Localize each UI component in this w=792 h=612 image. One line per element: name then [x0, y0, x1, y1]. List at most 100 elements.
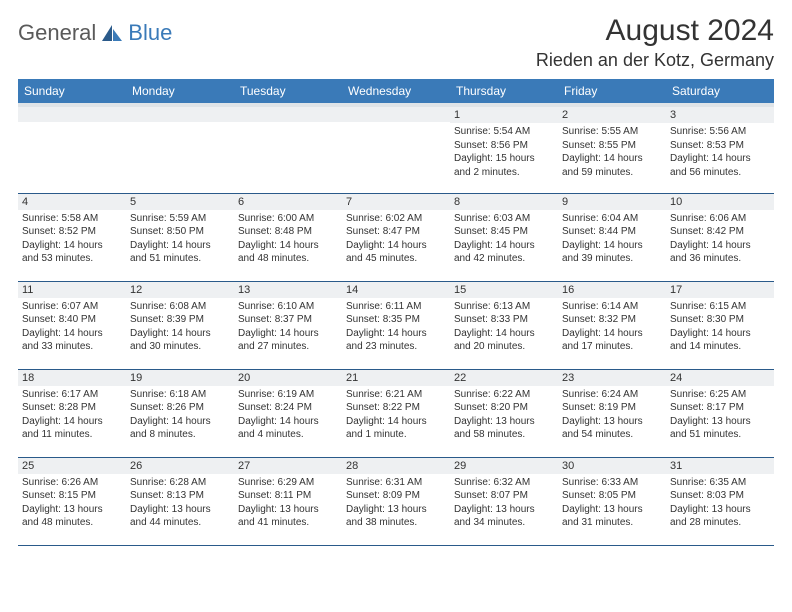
daylight-text-line1: Daylight: 14 hours	[342, 415, 450, 429]
daylight-text-line1: Daylight: 13 hours	[342, 503, 450, 517]
daylight-text-line2: and 33 minutes.	[18, 340, 126, 354]
calendar-day-cell: 25Sunrise: 6:26 AMSunset: 8:15 PMDayligh…	[18, 457, 126, 545]
sunrise-text: Sunrise: 6:29 AM	[234, 476, 342, 490]
daylight-text-line1: Daylight: 14 hours	[126, 327, 234, 341]
sunrise-text: Sunrise: 5:55 AM	[558, 125, 666, 139]
day-number: 13	[234, 282, 342, 298]
daylight-text-line2: and 48 minutes.	[234, 252, 342, 266]
daylight-text-line1: Daylight: 15 hours	[450, 152, 558, 166]
daylight-text-line2: and 44 minutes.	[126, 516, 234, 530]
sunrise-text: Sunrise: 6:32 AM	[450, 476, 558, 490]
calendar-day-cell: 9Sunrise: 6:04 AMSunset: 8:44 PMDaylight…	[558, 193, 666, 281]
sunset-text: Sunset: 8:39 PM	[126, 313, 234, 327]
sunset-text: Sunset: 8:56 PM	[450, 139, 558, 153]
day-number: 22	[450, 370, 558, 386]
daylight-text-line1: Daylight: 14 hours	[18, 415, 126, 429]
day-info: Sunrise: 6:29 AMSunset: 8:11 PMDaylight:…	[234, 474, 342, 530]
calendar-day-cell: 19Sunrise: 6:18 AMSunset: 8:26 PMDayligh…	[126, 369, 234, 457]
sunset-text: Sunset: 8:13 PM	[126, 489, 234, 503]
calendar-day-cell: 28Sunrise: 6:31 AMSunset: 8:09 PMDayligh…	[342, 457, 450, 545]
calendar-day-cell: 31Sunrise: 6:35 AMSunset: 8:03 PMDayligh…	[666, 457, 774, 545]
daylight-text-line2: and 17 minutes.	[558, 340, 666, 354]
sunset-text: Sunset: 8:52 PM	[18, 225, 126, 239]
daylight-text-line2: and 45 minutes.	[342, 252, 450, 266]
logo: General Blue	[18, 20, 172, 46]
weekday-header-row: Sunday Monday Tuesday Wednesday Thursday…	[18, 79, 774, 105]
daylight-text-line2: and 20 minutes.	[450, 340, 558, 354]
sunrise-text: Sunrise: 6:35 AM	[666, 476, 774, 490]
day-info: Sunrise: 6:11 AMSunset: 8:35 PMDaylight:…	[342, 298, 450, 354]
calendar-day-cell: 6Sunrise: 6:00 AMSunset: 8:48 PMDaylight…	[234, 193, 342, 281]
day-number: 30	[558, 458, 666, 474]
empty-day	[18, 107, 126, 122]
logo-sail-icon	[100, 23, 124, 43]
day-number: 7	[342, 194, 450, 210]
daylight-text-line2: and 28 minutes.	[666, 516, 774, 530]
calendar-day-cell: 14Sunrise: 6:11 AMSunset: 8:35 PMDayligh…	[342, 281, 450, 369]
sunset-text: Sunset: 8:15 PM	[18, 489, 126, 503]
day-number: 10	[666, 194, 774, 210]
daylight-text-line2: and 11 minutes.	[18, 428, 126, 442]
title-block: August 2024 Rieden an der Kotz, Germany	[536, 14, 774, 71]
sunrise-text: Sunrise: 6:31 AM	[342, 476, 450, 490]
calendar-day-cell: 3Sunrise: 5:56 AMSunset: 8:53 PMDaylight…	[666, 105, 774, 193]
sunset-text: Sunset: 8:11 PM	[234, 489, 342, 503]
sunset-text: Sunset: 8:55 PM	[558, 139, 666, 153]
daylight-text-line1: Daylight: 14 hours	[234, 415, 342, 429]
sunset-text: Sunset: 8:17 PM	[666, 401, 774, 415]
daylight-text-line1: Daylight: 14 hours	[450, 239, 558, 253]
daylight-text-line2: and 56 minutes.	[666, 166, 774, 180]
calendar-day-cell: 17Sunrise: 6:15 AMSunset: 8:30 PMDayligh…	[666, 281, 774, 369]
day-info: Sunrise: 6:26 AMSunset: 8:15 PMDaylight:…	[18, 474, 126, 530]
day-info: Sunrise: 6:17 AMSunset: 8:28 PMDaylight:…	[18, 386, 126, 442]
daylight-text-line2: and 42 minutes.	[450, 252, 558, 266]
day-number: 9	[558, 194, 666, 210]
daylight-text-line2: and 38 minutes.	[342, 516, 450, 530]
logo-text-general: General	[18, 20, 96, 46]
day-info: Sunrise: 5:55 AMSunset: 8:55 PMDaylight:…	[558, 123, 666, 179]
day-number: 27	[234, 458, 342, 474]
calendar-day-cell: 2Sunrise: 5:55 AMSunset: 8:55 PMDaylight…	[558, 105, 666, 193]
day-info: Sunrise: 6:10 AMSunset: 8:37 PMDaylight:…	[234, 298, 342, 354]
day-info: Sunrise: 6:14 AMSunset: 8:32 PMDaylight:…	[558, 298, 666, 354]
day-number: 12	[126, 282, 234, 298]
calendar-week-row: 1Sunrise: 5:54 AMSunset: 8:56 PMDaylight…	[18, 105, 774, 193]
sunrise-text: Sunrise: 6:17 AM	[18, 388, 126, 402]
sunset-text: Sunset: 8:37 PM	[234, 313, 342, 327]
sunset-text: Sunset: 8:33 PM	[450, 313, 558, 327]
daylight-text-line2: and 41 minutes.	[234, 516, 342, 530]
day-info: Sunrise: 5:59 AMSunset: 8:50 PMDaylight:…	[126, 210, 234, 266]
daylight-text-line2: and 31 minutes.	[558, 516, 666, 530]
empty-day	[234, 107, 342, 122]
day-info: Sunrise: 6:33 AMSunset: 8:05 PMDaylight:…	[558, 474, 666, 530]
calendar-day-cell: 21Sunrise: 6:21 AMSunset: 8:22 PMDayligh…	[342, 369, 450, 457]
sunset-text: Sunset: 8:19 PM	[558, 401, 666, 415]
day-info: Sunrise: 6:15 AMSunset: 8:30 PMDaylight:…	[666, 298, 774, 354]
sunrise-text: Sunrise: 5:59 AM	[126, 212, 234, 226]
sunset-text: Sunset: 8:09 PM	[342, 489, 450, 503]
day-number: 16	[558, 282, 666, 298]
day-info: Sunrise: 6:32 AMSunset: 8:07 PMDaylight:…	[450, 474, 558, 530]
daylight-text-line1: Daylight: 14 hours	[666, 239, 774, 253]
sunrise-text: Sunrise: 6:15 AM	[666, 300, 774, 314]
weekday-header: Friday	[558, 79, 666, 105]
sunset-text: Sunset: 8:28 PM	[18, 401, 126, 415]
calendar-day-cell: 24Sunrise: 6:25 AMSunset: 8:17 PMDayligh…	[666, 369, 774, 457]
daylight-text-line1: Daylight: 13 hours	[450, 503, 558, 517]
daylight-text-line1: Daylight: 14 hours	[558, 152, 666, 166]
calendar-day-cell: 10Sunrise: 6:06 AMSunset: 8:42 PMDayligh…	[666, 193, 774, 281]
calendar-day-cell: 29Sunrise: 6:32 AMSunset: 8:07 PMDayligh…	[450, 457, 558, 545]
daylight-text-line2: and 58 minutes.	[450, 428, 558, 442]
daylight-text-line2: and 54 minutes.	[558, 428, 666, 442]
day-number: 21	[342, 370, 450, 386]
day-number: 2	[558, 107, 666, 123]
day-number: 4	[18, 194, 126, 210]
sunset-text: Sunset: 8:48 PM	[234, 225, 342, 239]
day-number: 5	[126, 194, 234, 210]
month-title: August 2024	[536, 14, 774, 48]
day-info: Sunrise: 6:18 AMSunset: 8:26 PMDaylight:…	[126, 386, 234, 442]
sunrise-text: Sunrise: 6:14 AM	[558, 300, 666, 314]
calendar-day-cell: 18Sunrise: 6:17 AMSunset: 8:28 PMDayligh…	[18, 369, 126, 457]
sunset-text: Sunset: 8:32 PM	[558, 313, 666, 327]
day-info: Sunrise: 6:08 AMSunset: 8:39 PMDaylight:…	[126, 298, 234, 354]
